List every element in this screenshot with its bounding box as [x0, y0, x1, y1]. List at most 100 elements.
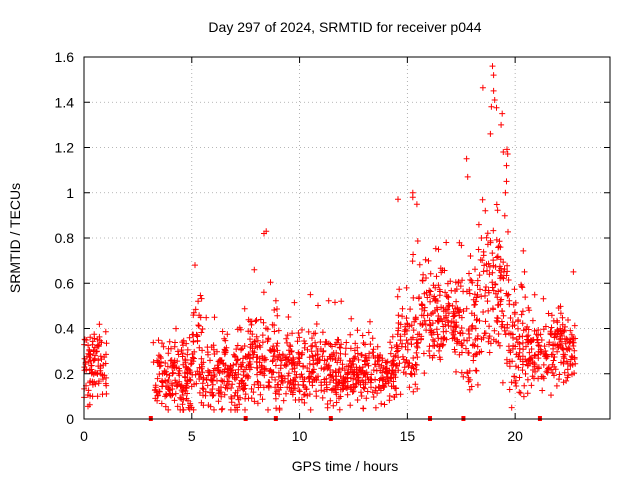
data-point	[158, 400, 165, 407]
data-point	[307, 291, 314, 298]
data-point	[253, 358, 260, 365]
data-point	[224, 331, 231, 338]
data-point	[319, 394, 326, 401]
data-point	[451, 335, 458, 342]
data-point	[165, 384, 171, 391]
data-point	[519, 367, 526, 374]
data-point	[178, 347, 185, 353]
data-point	[94, 393, 101, 400]
data-point	[472, 367, 479, 374]
data-point	[544, 369, 551, 376]
data-point	[379, 355, 386, 362]
data-point	[270, 343, 277, 350]
data-point	[323, 381, 330, 388]
data-point	[340, 379, 347, 386]
data-point	[286, 347, 292, 354]
data-point	[344, 382, 351, 389]
data-point	[186, 376, 193, 383]
data-point	[430, 336, 436, 343]
data-point	[242, 382, 249, 389]
x-tick-label: 0	[80, 428, 88, 444]
data-point	[531, 363, 538, 370]
data-point	[245, 316, 252, 323]
data-point	[359, 332, 366, 339]
data-point	[486, 263, 493, 270]
data-point	[471, 302, 478, 308]
data-point	[403, 315, 410, 322]
data-point	[418, 333, 425, 340]
data-point	[301, 338, 308, 344]
data-point	[344, 391, 351, 398]
data-point	[274, 340, 281, 347]
data-point	[354, 371, 360, 378]
data-point	[504, 151, 511, 157]
data-point	[260, 289, 267, 296]
data-point	[393, 348, 400, 355]
data-point	[208, 389, 215, 396]
data-point	[421, 370, 428, 377]
data-point	[413, 201, 420, 208]
data-point	[274, 312, 281, 319]
data-point	[506, 386, 513, 393]
data-point	[97, 367, 104, 374]
data-point	[545, 310, 552, 317]
data-point	[394, 293, 401, 300]
data-point	[347, 331, 354, 338]
data-point	[216, 390, 223, 397]
data-point	[182, 387, 189, 394]
data-point	[334, 336, 341, 343]
data-point	[96, 333, 103, 340]
data-point	[389, 358, 396, 365]
data-point	[505, 228, 511, 235]
data-point	[271, 353, 278, 359]
data-point	[561, 336, 568, 343]
data-point	[436, 347, 442, 354]
data-point	[157, 353, 164, 360]
data-point	[511, 322, 518, 329]
data-point	[198, 355, 205, 362]
data-point	[376, 377, 383, 384]
data-point	[422, 256, 429, 263]
data-point	[165, 377, 172, 383]
data-point	[210, 367, 217, 374]
data-point	[516, 333, 523, 340]
data-point	[451, 323, 458, 330]
data-point	[271, 307, 278, 313]
data-point	[257, 369, 264, 376]
data-point	[315, 302, 321, 309]
data-point	[98, 356, 105, 363]
data-point	[86, 347, 93, 354]
data-point	[519, 284, 526, 291]
data-point	[265, 406, 271, 413]
data-point	[518, 283, 525, 290]
data-point	[499, 308, 505, 314]
data-point	[191, 348, 198, 355]
data-point	[405, 363, 412, 370]
data-point	[505, 277, 512, 283]
data-point	[253, 364, 260, 371]
data-point	[537, 349, 544, 356]
data-point	[330, 402, 337, 409]
data-point	[434, 306, 441, 313]
data-point	[420, 271, 427, 278]
data-point	[277, 362, 284, 369]
data-point	[235, 396, 242, 403]
data-point	[205, 351, 211, 358]
data-point	[285, 370, 292, 377]
data-point	[355, 379, 362, 386]
data-point	[463, 345, 469, 352]
data-point	[474, 335, 481, 342]
data-point	[335, 368, 342, 374]
data-point	[501, 327, 508, 334]
data-point	[245, 328, 252, 335]
data-point	[315, 373, 321, 380]
data-point	[484, 241, 491, 248]
data-point	[460, 288, 467, 295]
data-point	[287, 343, 294, 350]
data-point	[358, 389, 364, 396]
x-tick-label: 20	[507, 428, 523, 444]
data-point	[457, 329, 463, 336]
data-point	[332, 357, 339, 363]
data-point	[563, 377, 570, 384]
data-point	[347, 386, 354, 393]
